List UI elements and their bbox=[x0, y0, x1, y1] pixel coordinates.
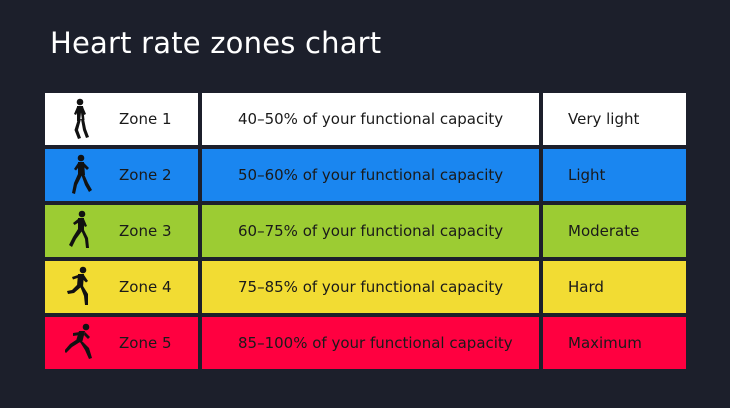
zone-cell: Zone 5 bbox=[45, 317, 198, 369]
zone-label: Zone 4 bbox=[119, 278, 172, 296]
zone-range: 40–50% of your functional capacity bbox=[202, 93, 539, 145]
walking-icon bbox=[65, 98, 95, 140]
zone-row-1: Zone 1 40–50% of your functional capacity… bbox=[45, 93, 686, 145]
zone-intensity: Hard bbox=[543, 261, 686, 313]
running-icon bbox=[65, 266, 95, 308]
zone-label: Zone 2 bbox=[119, 166, 172, 184]
zone-range: 50–60% of your functional capacity bbox=[202, 149, 539, 201]
zone-cell: Zone 3 bbox=[45, 205, 198, 257]
zone-row-4: Zone 4 75–85% of your functional capacity… bbox=[45, 261, 686, 313]
zone-row-3: Zone 3 60–75% of your functional capacity… bbox=[45, 205, 686, 257]
zone-intensity: Moderate bbox=[543, 205, 686, 257]
zone-label: Zone 1 bbox=[119, 110, 172, 128]
zone-label: Zone 5 bbox=[119, 334, 172, 352]
zone-row-5: Zone 5 85–100% of your functional capacit… bbox=[45, 317, 686, 369]
chart-title: Heart rate zones chart bbox=[50, 26, 382, 60]
jogging-icon bbox=[65, 210, 95, 252]
zone-row-2: Zone 2 50–60% of your functional capacity… bbox=[45, 149, 686, 201]
zone-intensity: Light bbox=[543, 149, 686, 201]
zones-table: Zone 1 40–50% of your functional capacity… bbox=[45, 93, 686, 373]
zone-range: 75–85% of your functional capacity bbox=[202, 261, 539, 313]
zone-intensity: Very light bbox=[543, 93, 686, 145]
zone-cell: Zone 1 bbox=[45, 93, 198, 145]
zone-label: Zone 3 bbox=[119, 222, 172, 240]
zone-range: 60–75% of your functional capacity bbox=[202, 205, 539, 257]
sprinting-icon bbox=[64, 322, 95, 364]
zone-range: 85–100% of your functional capacity bbox=[202, 317, 539, 369]
zone-intensity: Maximum bbox=[543, 317, 686, 369]
brisk-walking-icon bbox=[65, 154, 95, 196]
zone-cell: Zone 4 bbox=[45, 261, 198, 313]
zone-cell: Zone 2 bbox=[45, 149, 198, 201]
